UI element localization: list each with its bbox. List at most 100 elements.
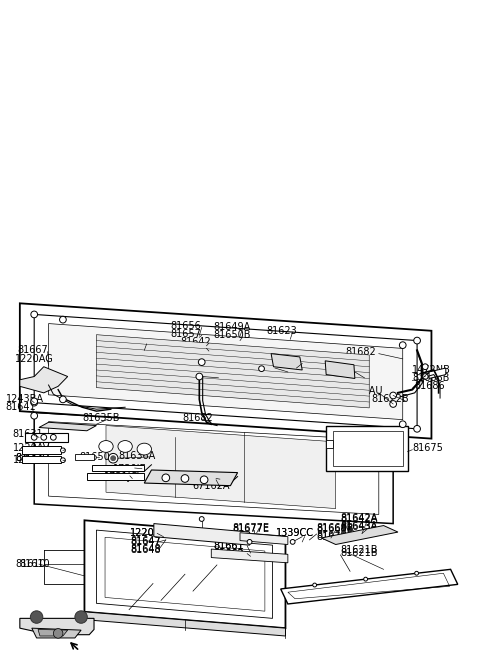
Text: 81642: 81642 bbox=[180, 337, 211, 347]
Text: 81610: 81610 bbox=[20, 559, 50, 569]
Text: 81668B: 81668B bbox=[317, 524, 354, 534]
Polygon shape bbox=[326, 426, 408, 472]
Text: 1220AU: 1220AU bbox=[345, 386, 384, 396]
Text: 1220AF: 1220AF bbox=[130, 529, 167, 538]
Circle shape bbox=[53, 629, 63, 638]
Polygon shape bbox=[22, 447, 60, 454]
Text: 81643A: 81643A bbox=[340, 522, 378, 532]
Text: 81667: 81667 bbox=[17, 345, 48, 356]
Text: 81621B: 81621B bbox=[340, 548, 378, 558]
Circle shape bbox=[415, 571, 419, 575]
Text: 81662: 81662 bbox=[214, 549, 244, 559]
Text: 81623: 81623 bbox=[266, 326, 297, 336]
Polygon shape bbox=[24, 434, 68, 442]
Text: 81636A: 81636A bbox=[118, 451, 155, 460]
Circle shape bbox=[414, 426, 420, 432]
Text: 1730JE: 1730JE bbox=[113, 464, 147, 474]
Circle shape bbox=[390, 392, 396, 399]
Polygon shape bbox=[20, 303, 432, 439]
Circle shape bbox=[259, 365, 264, 371]
Text: 81686B: 81686B bbox=[412, 373, 450, 383]
Text: 1220AY: 1220AY bbox=[12, 455, 49, 464]
Text: 81682: 81682 bbox=[345, 346, 376, 357]
Circle shape bbox=[31, 434, 37, 440]
Polygon shape bbox=[20, 618, 94, 635]
Text: 81661: 81661 bbox=[214, 541, 244, 551]
Text: 81649A: 81649A bbox=[214, 322, 251, 333]
Polygon shape bbox=[32, 628, 81, 638]
Text: 81648: 81648 bbox=[130, 544, 160, 554]
Text: 81643: 81643 bbox=[180, 345, 211, 355]
Text: 81661: 81661 bbox=[214, 542, 244, 552]
Text: 81662: 81662 bbox=[214, 550, 244, 559]
Text: 81637: 81637 bbox=[261, 365, 291, 375]
Circle shape bbox=[390, 401, 396, 407]
Polygon shape bbox=[211, 549, 288, 563]
Circle shape bbox=[422, 373, 428, 379]
Polygon shape bbox=[75, 455, 94, 460]
Circle shape bbox=[75, 611, 87, 624]
Polygon shape bbox=[326, 440, 333, 449]
Circle shape bbox=[422, 364, 428, 369]
Text: 1220AG: 1220AG bbox=[15, 354, 54, 364]
Circle shape bbox=[31, 413, 37, 419]
Polygon shape bbox=[325, 361, 355, 379]
Text: 81682: 81682 bbox=[182, 413, 213, 422]
Text: 81642A: 81642A bbox=[340, 514, 378, 523]
Text: 81666: 81666 bbox=[15, 453, 46, 463]
Circle shape bbox=[50, 434, 56, 440]
Text: 81621B: 81621B bbox=[340, 545, 378, 555]
Text: 81647: 81647 bbox=[130, 536, 161, 546]
Polygon shape bbox=[38, 629, 68, 636]
Text: 1220AV: 1220AV bbox=[12, 443, 50, 453]
Text: 81622B: 81622B bbox=[372, 394, 409, 404]
Polygon shape bbox=[22, 457, 60, 464]
Text: 81671: 81671 bbox=[336, 371, 366, 381]
Polygon shape bbox=[87, 474, 144, 481]
Text: 81668B: 81668B bbox=[317, 523, 354, 533]
Polygon shape bbox=[281, 569, 458, 604]
Text: 81677E: 81677E bbox=[233, 524, 270, 534]
Circle shape bbox=[247, 540, 252, 544]
Text: 81656: 81656 bbox=[170, 321, 201, 331]
Text: 81642A: 81642A bbox=[340, 514, 378, 524]
Text: 81657: 81657 bbox=[170, 329, 202, 339]
Polygon shape bbox=[144, 470, 238, 485]
Circle shape bbox=[31, 400, 37, 406]
Polygon shape bbox=[322, 525, 398, 544]
Text: 81631: 81631 bbox=[12, 429, 43, 439]
Polygon shape bbox=[34, 413, 393, 523]
Text: 1339CC: 1339CC bbox=[276, 529, 314, 538]
Ellipse shape bbox=[99, 441, 113, 453]
Circle shape bbox=[60, 396, 66, 403]
Text: 1472NB: 1472NB bbox=[192, 371, 231, 381]
Circle shape bbox=[399, 342, 406, 348]
Text: 81643A: 81643A bbox=[340, 521, 378, 531]
Text: 81641: 81641 bbox=[5, 402, 36, 412]
Polygon shape bbox=[429, 368, 446, 379]
Text: 81650B: 81650B bbox=[214, 330, 251, 341]
Polygon shape bbox=[39, 422, 96, 431]
Polygon shape bbox=[240, 533, 288, 544]
Polygon shape bbox=[34, 314, 417, 429]
Text: 81647: 81647 bbox=[130, 537, 161, 547]
Text: 81675: 81675 bbox=[412, 443, 443, 453]
Circle shape bbox=[108, 453, 118, 463]
Circle shape bbox=[290, 540, 295, 544]
Text: 81666: 81666 bbox=[15, 453, 46, 463]
Text: 81677E: 81677E bbox=[233, 523, 270, 533]
Text: 1731JC: 1731JC bbox=[104, 472, 138, 482]
Circle shape bbox=[31, 398, 37, 405]
Polygon shape bbox=[84, 520, 286, 628]
Circle shape bbox=[111, 456, 116, 460]
Circle shape bbox=[198, 359, 205, 365]
Circle shape bbox=[196, 373, 203, 380]
Circle shape bbox=[414, 337, 420, 344]
Circle shape bbox=[31, 311, 37, 318]
Circle shape bbox=[41, 434, 47, 440]
Ellipse shape bbox=[118, 441, 132, 453]
Polygon shape bbox=[84, 612, 286, 636]
Circle shape bbox=[60, 448, 65, 453]
Polygon shape bbox=[96, 335, 369, 408]
Text: 81648: 81648 bbox=[130, 545, 160, 555]
